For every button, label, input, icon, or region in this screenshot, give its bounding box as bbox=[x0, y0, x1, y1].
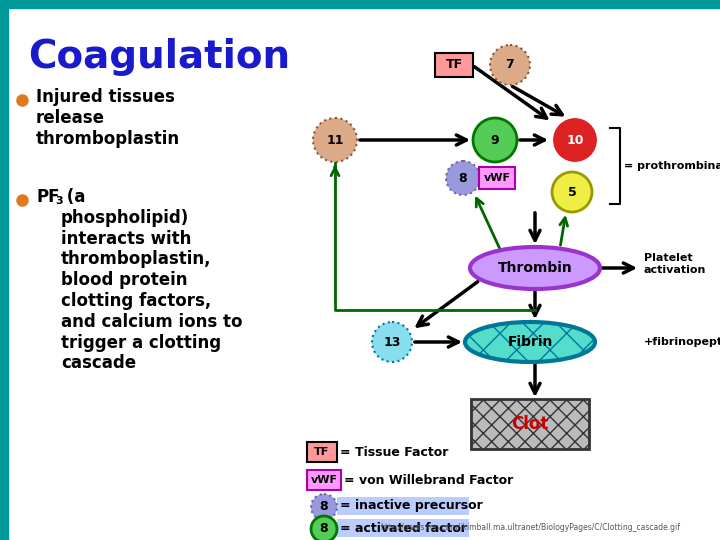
Text: Fibrin: Fibrin bbox=[508, 335, 553, 349]
Text: 9: 9 bbox=[491, 133, 499, 146]
Text: vWF: vWF bbox=[484, 173, 510, 183]
Text: (a
phospholipid)
interacts with
thromboplastin,
blood protein
clotting factors,
: (a phospholipid) interacts with thrombop… bbox=[61, 188, 243, 373]
Circle shape bbox=[490, 45, 530, 85]
Text: PF: PF bbox=[36, 188, 60, 206]
Text: 10: 10 bbox=[566, 133, 584, 146]
Circle shape bbox=[372, 322, 412, 362]
Circle shape bbox=[313, 118, 357, 162]
Text: Injured tissues
release
thromboplastin: Injured tissues release thromboplastin bbox=[36, 88, 180, 147]
FancyBboxPatch shape bbox=[471, 399, 589, 449]
Circle shape bbox=[552, 172, 592, 212]
FancyBboxPatch shape bbox=[337, 497, 469, 515]
Text: 5: 5 bbox=[567, 186, 577, 199]
Text: = prothrombinase: = prothrombinase bbox=[624, 161, 720, 171]
Text: 8: 8 bbox=[459, 172, 467, 185]
Circle shape bbox=[446, 161, 480, 195]
Text: = activated factor: = activated factor bbox=[340, 522, 467, 535]
Text: = inactive precursor: = inactive precursor bbox=[340, 500, 482, 512]
Text: 3: 3 bbox=[55, 196, 63, 206]
Text: 13: 13 bbox=[383, 335, 401, 348]
Circle shape bbox=[311, 516, 337, 540]
Text: 8: 8 bbox=[320, 501, 328, 514]
Text: +fibrinopeptides: +fibrinopeptides bbox=[644, 337, 720, 347]
FancyBboxPatch shape bbox=[307, 442, 337, 462]
Text: 8: 8 bbox=[320, 523, 328, 536]
Bar bbox=[0, 0, 8, 540]
FancyBboxPatch shape bbox=[337, 519, 469, 537]
Ellipse shape bbox=[470, 247, 600, 289]
Text: 11: 11 bbox=[326, 133, 343, 146]
Circle shape bbox=[473, 118, 517, 162]
Bar bbox=[0, 0, 720, 8]
Text: = von Willebrand Factor: = von Willebrand Factor bbox=[344, 474, 513, 487]
Text: 7: 7 bbox=[505, 58, 514, 71]
Text: Platelet
activation: Platelet activation bbox=[644, 253, 706, 275]
Text: Thrombin: Thrombin bbox=[498, 261, 572, 275]
Text: vWF: vWF bbox=[310, 475, 338, 485]
Circle shape bbox=[551, 116, 599, 164]
Text: Clot: Clot bbox=[511, 415, 549, 433]
Text: TF: TF bbox=[446, 58, 462, 71]
Ellipse shape bbox=[465, 322, 595, 362]
Text: http://users.rcn.com/jkimball.ma.ultranet/BiologyPages/C/Clotting_cascade.gif: http://users.rcn.com/jkimball.ma.ultrane… bbox=[380, 523, 680, 532]
Circle shape bbox=[311, 494, 337, 520]
Text: = Tissue Factor: = Tissue Factor bbox=[340, 446, 449, 458]
Text: TF: TF bbox=[315, 447, 330, 457]
FancyBboxPatch shape bbox=[435, 53, 473, 77]
FancyBboxPatch shape bbox=[307, 470, 341, 490]
FancyBboxPatch shape bbox=[479, 167, 515, 189]
Text: Coagulation: Coagulation bbox=[28, 38, 290, 76]
